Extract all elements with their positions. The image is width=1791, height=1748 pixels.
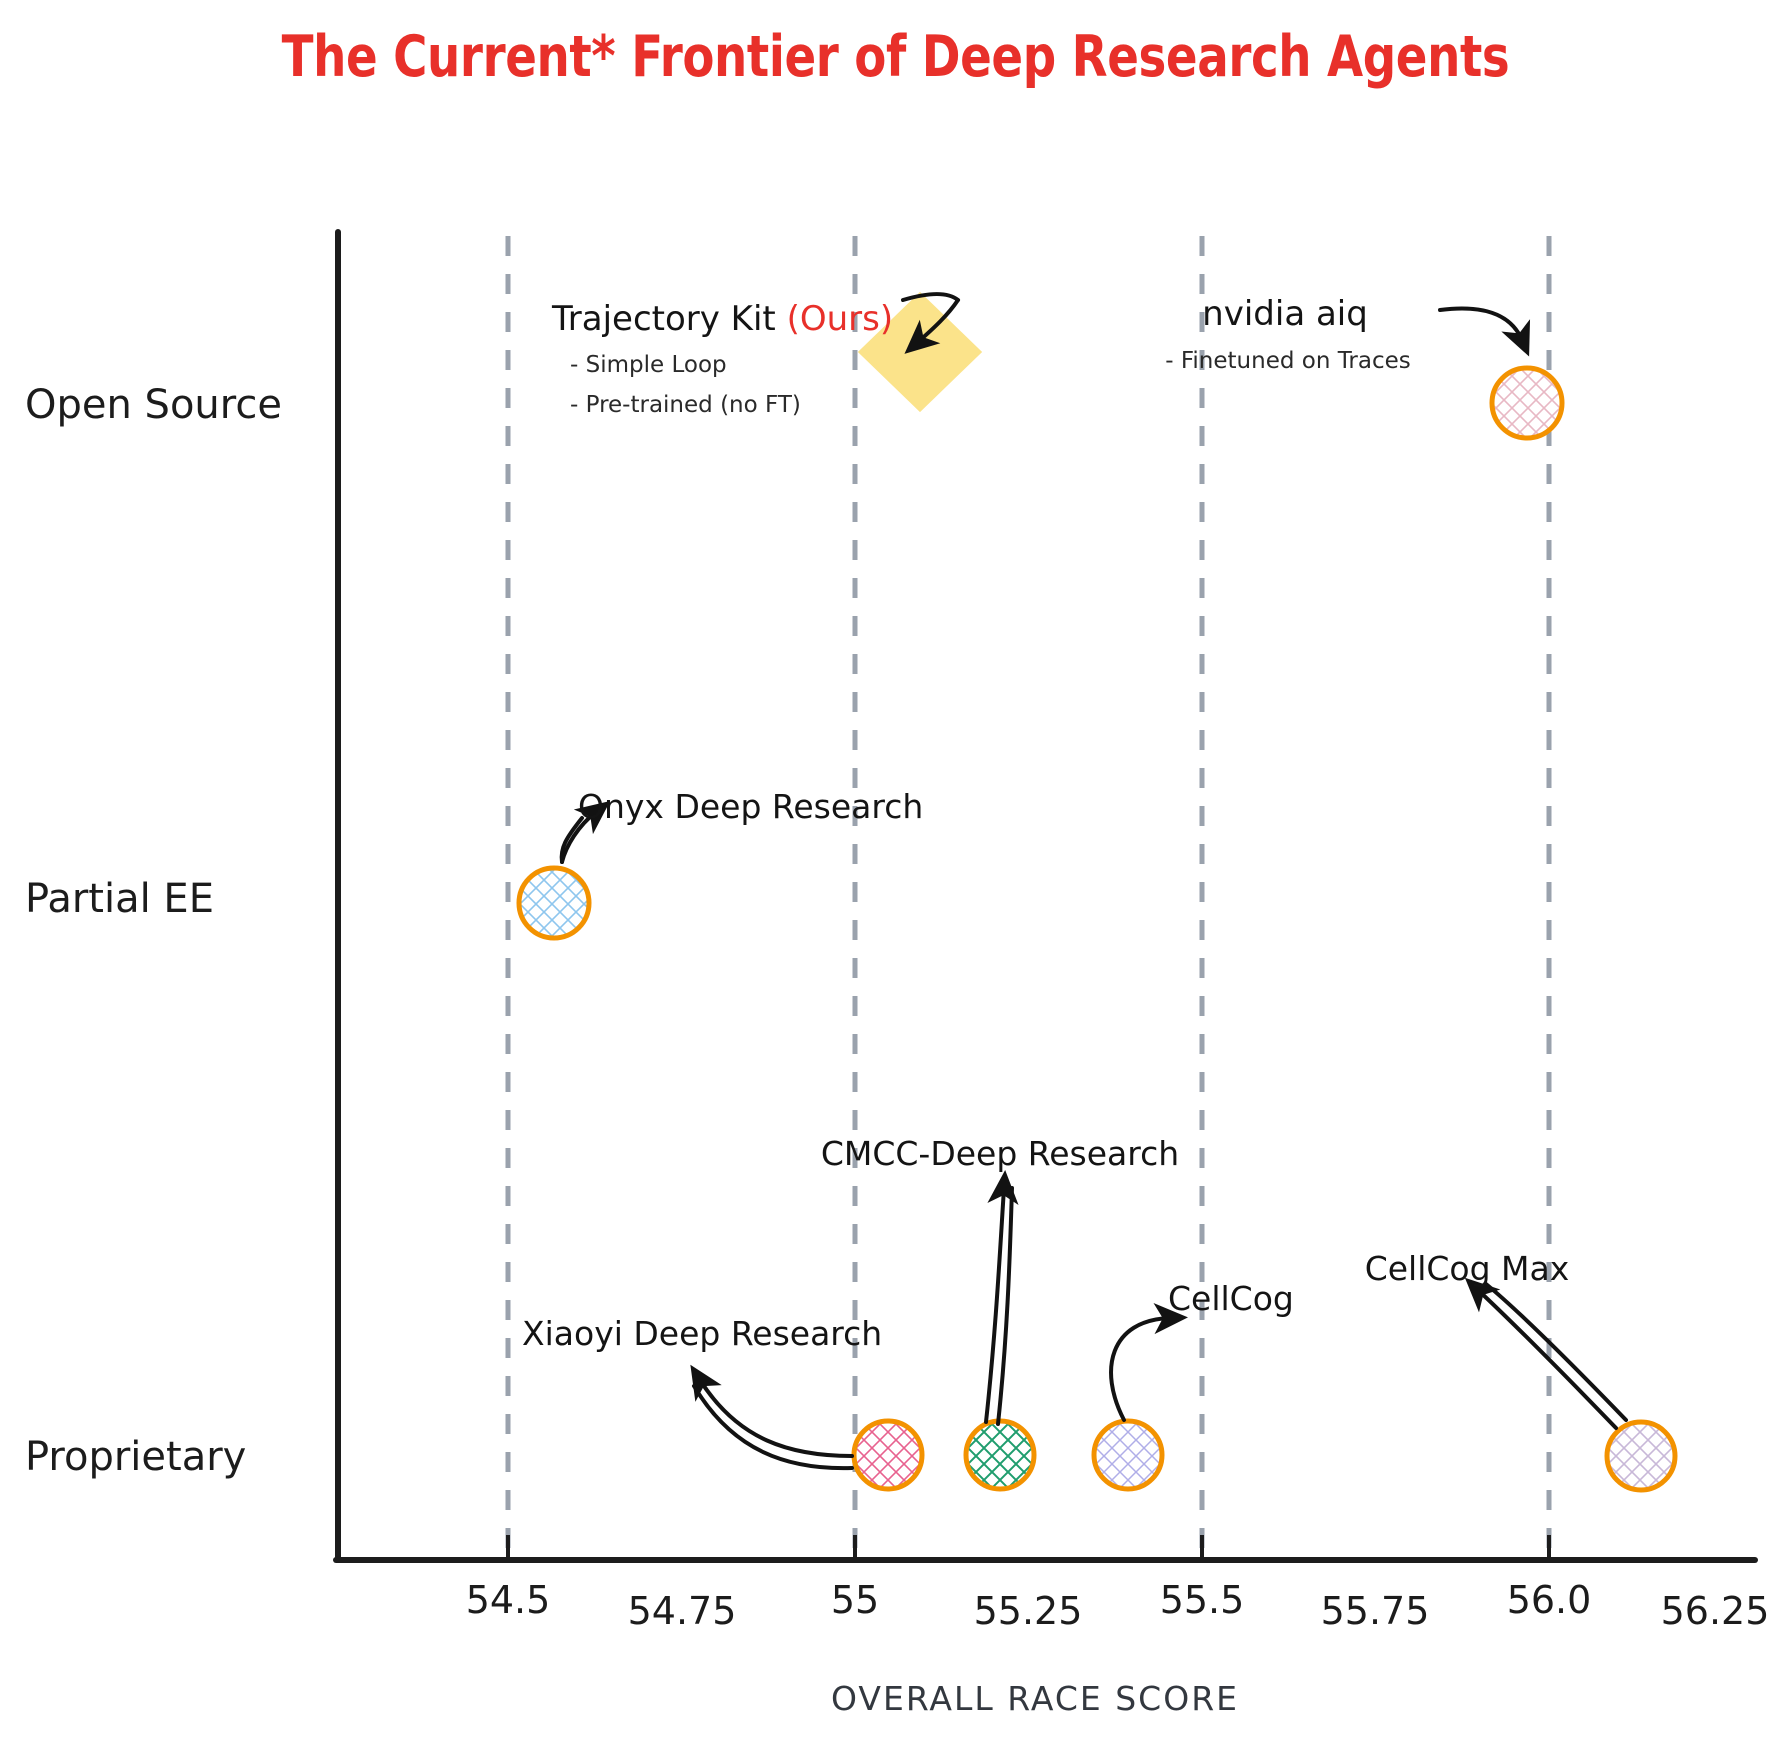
arrow-onyx-deep-research bbox=[559, 800, 611, 864]
marker-nvidia-aiq[interactable] bbox=[1489, 365, 1565, 441]
arrow-trajectory-kit bbox=[901, 292, 960, 354]
page-title: The Current* Frontier of Deep Research A… bbox=[281, 24, 1510, 90]
annotation-trajectory-kit-bullet-2: - Pre-trained (no FT) bbox=[570, 392, 801, 418]
x-tick-label: 55.25 bbox=[974, 1589, 1083, 1633]
x-tick-label: 56.0 bbox=[1507, 1578, 1592, 1622]
arrow-cmcc-deep-research bbox=[984, 1170, 1019, 1426]
x-tick-label: 54.5 bbox=[466, 1578, 551, 1622]
x-tick-marks bbox=[506, 1535, 1551, 1560]
marker-cellcog[interactable] bbox=[1091, 1418, 1165, 1492]
y-label-partial-ee: Partial EE bbox=[25, 876, 214, 922]
arrow-xiaoyi-deep-research bbox=[690, 1364, 854, 1471]
y-label-proprietary: Proprietary bbox=[25, 1434, 246, 1480]
marker-onyx-deep-research[interactable] bbox=[516, 865, 592, 941]
annotation-xiaoyi-deep-research: Xiaoyi Deep Research bbox=[522, 1314, 882, 1353]
x-tick-label: 56.25 bbox=[1661, 1589, 1770, 1633]
annotation-nvidia-bullet-1: - Finetuned on Traces bbox=[1165, 348, 1410, 374]
marker-xiaoyi-deep-research[interactable] bbox=[851, 1418, 925, 1492]
x-axis-title: OVERALL RACE SCORE bbox=[831, 1679, 1239, 1718]
arrow-cellcog bbox=[1109, 1302, 1188, 1422]
marker-cellcog-max[interactable] bbox=[1604, 1419, 1678, 1493]
annotation-trajectory-kit-bullet-1: - Simple Loop bbox=[570, 352, 727, 378]
y-label-open-source: Open Source bbox=[25, 382, 282, 428]
annotation-trajectory-kit: Trajectory Kit (Ours) bbox=[551, 299, 893, 339]
marker-cmcc-deep-research[interactable] bbox=[963, 1418, 1037, 1492]
annotation-onyx-deep-research: Onyx Deep Research bbox=[578, 787, 923, 826]
x-tick-label: 55 bbox=[831, 1578, 879, 1622]
arrow-nvidia-aiq bbox=[1438, 306, 1531, 357]
annotation-cellcog-max: CellCog Max bbox=[1365, 1249, 1570, 1288]
x-tick-label: 55.5 bbox=[1160, 1578, 1245, 1622]
x-tick-label: 55.75 bbox=[1321, 1589, 1430, 1633]
annotation-nvidia-aiq: nvidia aiq bbox=[1202, 294, 1368, 334]
gridlines bbox=[505, 236, 1552, 1557]
annotation-cellcog: CellCog bbox=[1168, 1279, 1294, 1318]
annotation-cmcc-deep-research: CMCC-Deep Research bbox=[821, 1134, 1179, 1173]
x-tick-label: 54.75 bbox=[628, 1589, 737, 1633]
arrow-cellcog-max bbox=[1464, 1277, 1628, 1430]
